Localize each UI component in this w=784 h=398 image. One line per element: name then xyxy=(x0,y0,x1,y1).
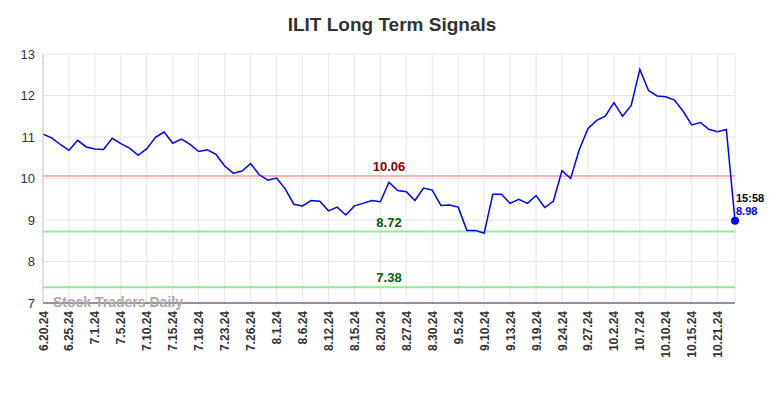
svg-text:10.10.24: 10.10.24 xyxy=(659,311,673,358)
svg-text:8.30.24: 8.30.24 xyxy=(426,311,440,351)
svg-text:9.19.24: 9.19.24 xyxy=(530,311,544,351)
svg-text:7.1.24: 7.1.24 xyxy=(88,311,102,345)
svg-text:6.25.24: 6.25.24 xyxy=(62,311,76,351)
svg-text:13: 13 xyxy=(21,47,35,62)
svg-text:9.10.24: 9.10.24 xyxy=(478,311,492,351)
svg-text:8.72: 8.72 xyxy=(376,215,401,230)
svg-text:8.15.24: 8.15.24 xyxy=(348,311,362,351)
html-text:Stock Traders Daily: Stock Traders Daily xyxy=(53,294,183,310)
svg-text:8.12.24: 8.12.24 xyxy=(322,311,336,351)
svg-text:7.15.24: 7.15.24 xyxy=(166,311,180,351)
html-text:ILIT Long Term Signals: ILIT Long Term Signals xyxy=(287,14,497,35)
svg-text:15:58: 15:58 xyxy=(736,192,764,204)
svg-text:8.98: 8.98 xyxy=(736,205,757,217)
svg-text:9: 9 xyxy=(28,213,35,228)
svg-text:9.24.24: 9.24.24 xyxy=(556,311,570,351)
svg-text:10.2.24: 10.2.24 xyxy=(607,311,621,351)
svg-text:10.7.24: 10.7.24 xyxy=(633,311,647,351)
svg-text:8.6.24: 8.6.24 xyxy=(296,311,310,345)
svg-text:8.20.24: 8.20.24 xyxy=(374,311,388,351)
svg-text:8: 8 xyxy=(28,254,35,269)
svg-text:10: 10 xyxy=(21,171,35,186)
svg-text:10.21.24: 10.21.24 xyxy=(711,311,725,358)
svg-text:7: 7 xyxy=(28,296,35,311)
svg-text:7.38: 7.38 xyxy=(376,270,401,285)
svg-text:9.5.24: 9.5.24 xyxy=(452,311,466,345)
svg-text:9.13.24: 9.13.24 xyxy=(504,311,518,351)
svg-text:6.20.24: 6.20.24 xyxy=(37,311,51,351)
svg-text:9.27.24: 9.27.24 xyxy=(581,311,595,351)
svg-text:11: 11 xyxy=(22,130,36,145)
svg-text:7.10.24: 7.10.24 xyxy=(140,311,154,351)
svg-text:10.15.24: 10.15.24 xyxy=(685,311,699,358)
svg-text:7.23.24: 7.23.24 xyxy=(218,311,232,351)
svg-text:8.1.24: 8.1.24 xyxy=(270,311,284,345)
svg-text:7.18.24: 7.18.24 xyxy=(192,311,206,351)
svg-text:10.06: 10.06 xyxy=(373,159,406,174)
svg-text:7.5.24: 7.5.24 xyxy=(114,311,128,345)
svg-text:8.27.24: 8.27.24 xyxy=(400,311,414,351)
svg-text:7.26.24: 7.26.24 xyxy=(244,311,258,351)
svg-text:12: 12 xyxy=(21,88,35,103)
